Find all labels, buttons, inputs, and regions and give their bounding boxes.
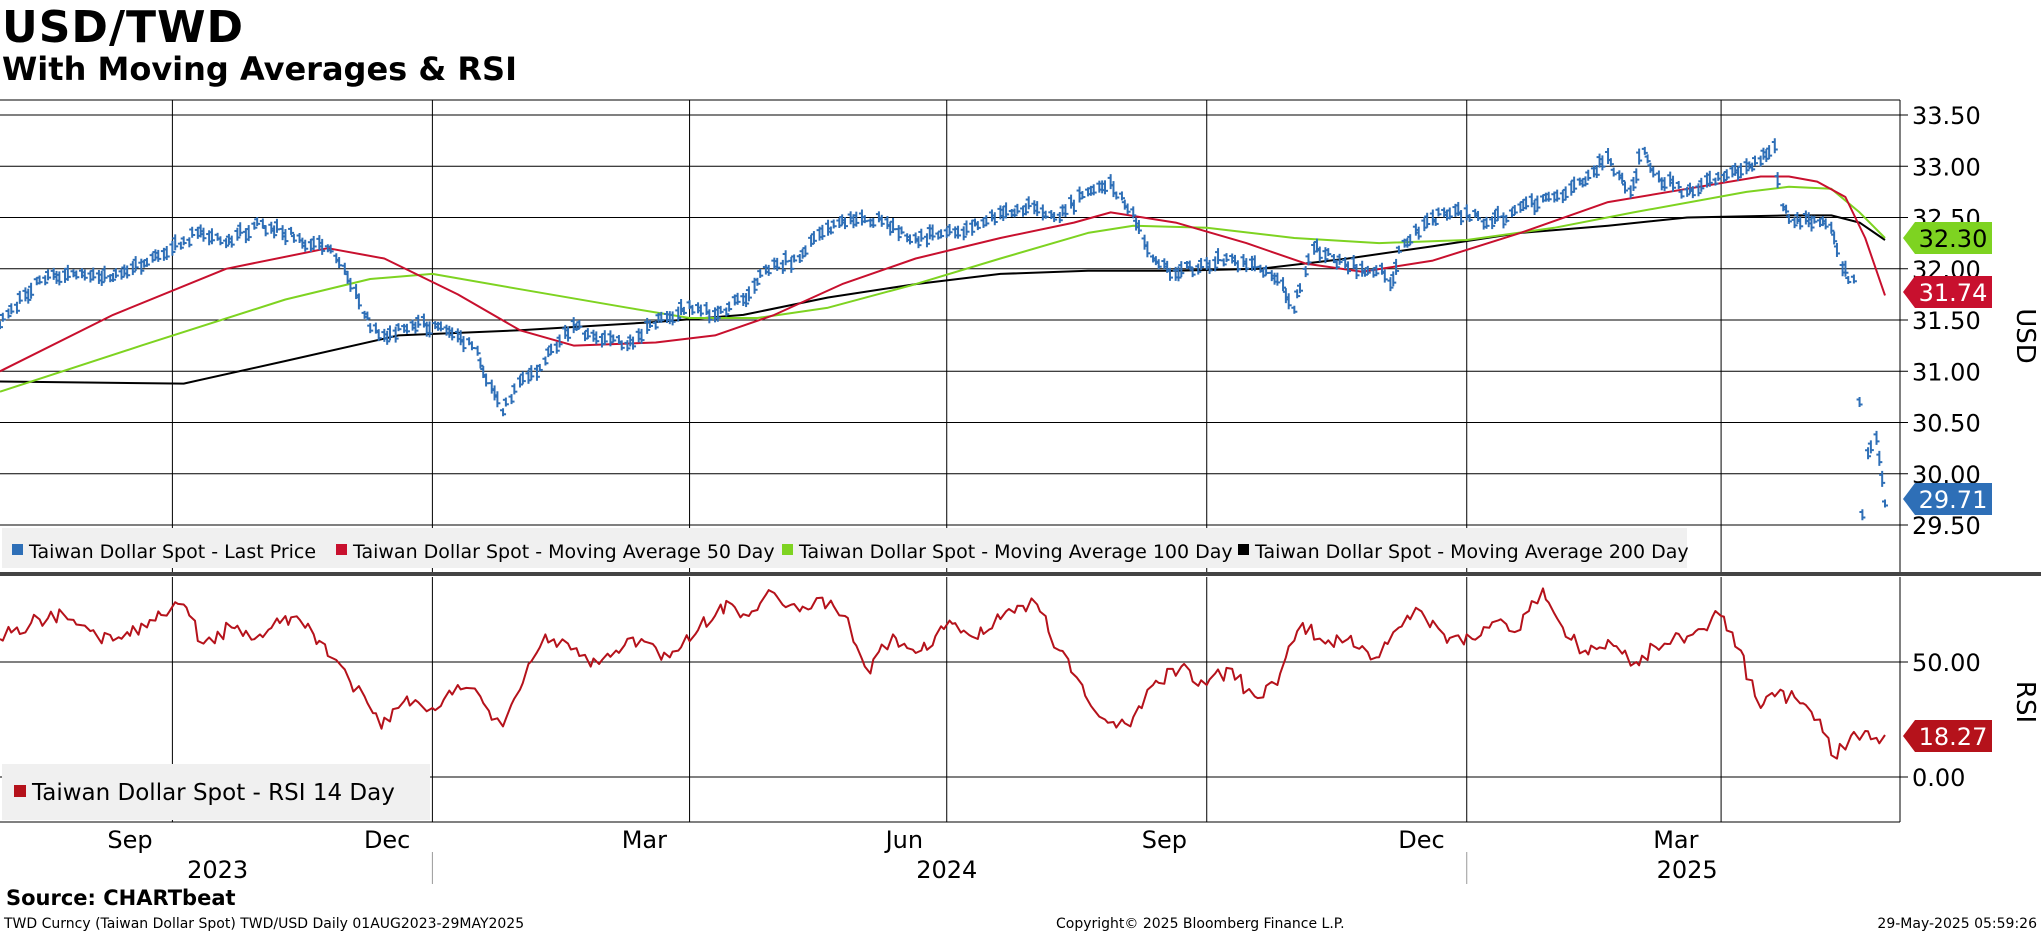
price-panel: 33.5033.0032.5032.0031.5031.0030.5030.00…	[0, 99, 2040, 572]
last-value-tag-ma100: 32.30	[1903, 222, 1992, 254]
price-legend: Taiwan Dollar Spot - Last Price Taiwan D…	[2, 528, 1689, 568]
price-plot-area	[0, 100, 1900, 572]
ma50-line	[0, 175, 1886, 373]
legend-item-ma100: Taiwan Dollar Spot - Moving Average 100 …	[798, 541, 1233, 563]
x-month-label-0: Sep	[107, 826, 152, 854]
tag-rsi-shape	[1903, 720, 1992, 752]
x-year-label-0: 2023	[187, 856, 248, 884]
tag-ma50-shape	[1903, 276, 1992, 308]
tag-price-shape	[1903, 483, 1992, 515]
timestamp: 29-May-2025 05:59:26	[1877, 916, 2037, 932]
rsi-legend: Taiwan Dollar Spot - RSI 14 Day	[2, 764, 430, 820]
price-legend-box	[2, 528, 1687, 568]
last-value-tag-price: 29.71	[1903, 483, 1992, 515]
price-tick-label-6: 30.50	[1912, 410, 1981, 438]
legend-swatch-price	[12, 544, 23, 555]
price-gridlines	[0, 100, 1900, 572]
rsi-tick-label-0: 50.00	[1912, 649, 1981, 677]
tag-ma100-shape	[1903, 222, 1992, 254]
last-value-tag-ma50: 31.74	[1903, 276, 1992, 308]
rsi-y-ticks: 50.00 0.00	[1900, 649, 1981, 792]
chart-title: USD/TWD	[2, 2, 245, 53]
legend-swatch-ma100	[782, 544, 793, 555]
legend-item-ma50: Taiwan Dollar Spot - Moving Average 50 D…	[352, 541, 775, 563]
rsi-panel: 50.00 0.00 RSI 18.27 Taiwan Dollar Spot -…	[0, 577, 2040, 823]
rsi-tick-label-1: 0.00	[1912, 764, 1965, 792]
legend-swatch-ma50	[336, 544, 347, 555]
tag-ma100-value: 32.30	[1919, 225, 1988, 253]
x-month-label-5: Dec	[1398, 826, 1444, 854]
price-y-ticks: 33.5033.0032.5032.0031.5031.0030.5030.00…	[1900, 102, 1981, 540]
chart-subtitle: With Moving Averages & RSI	[2, 50, 517, 88]
x-month-label-2: Mar	[622, 826, 667, 854]
series-description: TWD Curncy (Taiwan Dollar Spot) TWD/USD …	[4, 916, 525, 932]
legend-item-ma200: Taiwan Dollar Spot - Moving Average 200 …	[1254, 541, 1689, 563]
legend-swatch-rsi	[14, 785, 26, 797]
x-year-label-2: 2025	[1657, 856, 1718, 884]
source-label: Source: CHARTbeat	[6, 886, 236, 910]
price-series	[0, 138, 1888, 521]
rsi-y-axis-label: RSI	[2010, 681, 2040, 723]
ma200-line	[0, 214, 1886, 385]
ma50-series	[0, 175, 1886, 373]
tag-price-value: 29.71	[1919, 486, 1988, 514]
legend-item-price: Taiwan Dollar Spot - Last Price	[28, 541, 316, 563]
legend-item-rsi: Taiwan Dollar Spot - RSI 14 Day	[31, 780, 395, 806]
price-tick-label-4: 31.50	[1912, 307, 1981, 335]
price-tick-label-0: 33.50	[1912, 102, 1981, 130]
x-axis: Sep Dec Mar Jun Sep Dec Mar 2023 2024 2025	[107, 826, 1718, 884]
last-value-tag-rsi: 18.27	[1903, 720, 1992, 752]
ma100-line	[0, 185, 1886, 393]
tag-rsi-value: 18.27	[1919, 723, 1988, 751]
price-tick-label-5: 31.00	[1912, 358, 1981, 386]
x-month-label-6: Mar	[1653, 826, 1698, 854]
price-tick-label-8: 29.50	[1912, 512, 1981, 540]
x-month-label-3: Jun	[884, 826, 924, 854]
price-y-axis-label: USD	[2010, 308, 2040, 364]
x-month-label-4: Sep	[1142, 826, 1187, 854]
price-tick-label-1: 33.00	[1912, 153, 1981, 181]
ma200-series	[0, 214, 1886, 385]
rsi-line	[0, 587, 1886, 760]
x-year-label-1: 2024	[916, 856, 977, 884]
x-month-label-1: Dec	[364, 826, 410, 854]
rsi-series	[0, 587, 1886, 760]
rsi-legend-box	[2, 764, 430, 820]
copyright: Copyright© 2025 Bloomberg Finance L.P.	[1056, 916, 1345, 932]
ma100-series	[0, 185, 1886, 393]
legend-swatch-ma200	[1238, 544, 1249, 555]
tag-ma50-value: 31.74	[1919, 279, 1988, 307]
